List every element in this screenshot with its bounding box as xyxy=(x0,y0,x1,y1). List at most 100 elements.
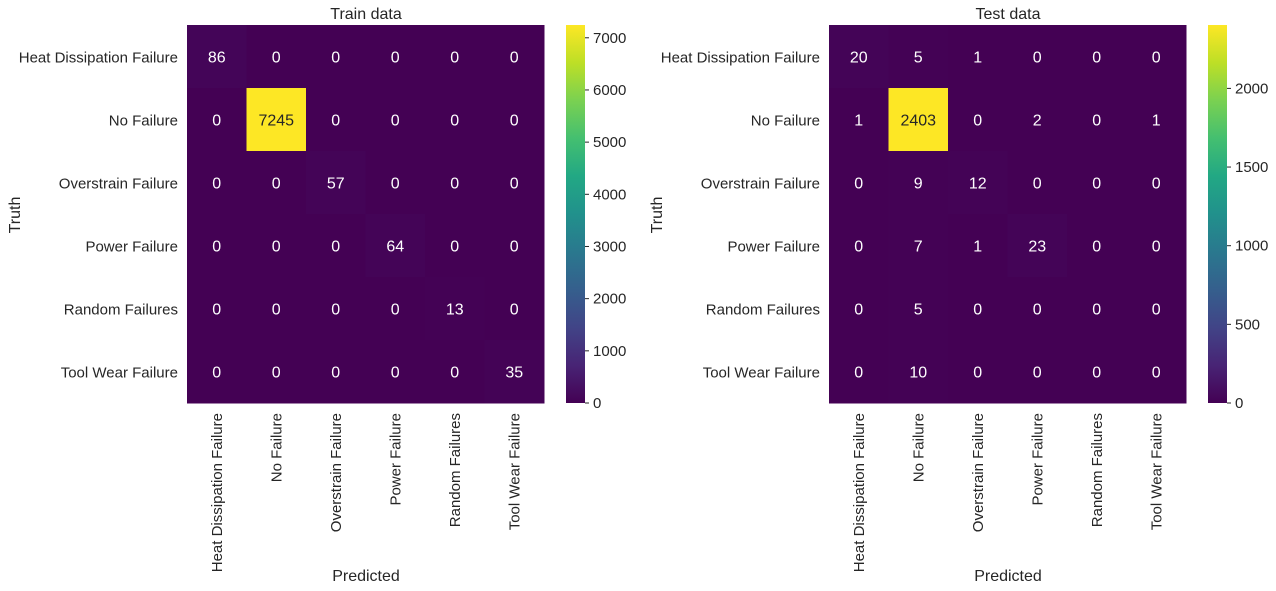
cell-value-label: 0 xyxy=(854,176,863,193)
x-tick-label: Power Failure xyxy=(387,413,404,506)
heatmap-cell xyxy=(1126,214,1187,278)
heatmap-cell xyxy=(829,214,889,278)
heatmap-cell xyxy=(365,88,426,152)
heatmap-cell xyxy=(484,214,545,278)
cell-value-label: 57 xyxy=(327,176,345,193)
heatmap-cell xyxy=(306,88,366,152)
cell-value-label: 0 xyxy=(391,302,400,319)
heatmap-cell xyxy=(1126,88,1187,152)
x-tick-label: Overstrain Failure xyxy=(328,413,345,532)
heatmap-cell xyxy=(187,277,247,341)
cell-value-label: 0 xyxy=(391,113,400,130)
y-tick-label: Tool Wear Failure xyxy=(61,365,178,382)
heatmap-cell xyxy=(1067,25,1127,89)
x-tick-label: Random Failures xyxy=(1089,413,1106,527)
cell-value-label: 0 xyxy=(391,365,400,382)
cell-value-label: 0 xyxy=(1152,365,1161,382)
heatmap-cell xyxy=(425,340,485,404)
heatmap-cell xyxy=(888,88,949,152)
y-axis-label: Truth xyxy=(7,197,24,234)
chart-title: Train data xyxy=(330,6,402,23)
heatmap-cell xyxy=(365,214,426,278)
colorbar-tick-label: 0 xyxy=(593,395,601,412)
y-tick-label: Overstrain Failure xyxy=(701,176,820,193)
heatmap-cell xyxy=(829,340,889,404)
heatmap-cell xyxy=(425,88,485,152)
x-tick-label: Random Failures xyxy=(447,413,464,527)
heatmap-cell xyxy=(948,277,1008,341)
colorbar-tick-label: 7000 xyxy=(593,30,626,47)
cell-value-label: 0 xyxy=(854,365,863,382)
heatmap-cell xyxy=(888,277,949,341)
cell-value-label: 0 xyxy=(331,365,340,382)
colorbar-tick-label: 2000 xyxy=(593,291,626,308)
heatmap-cell xyxy=(829,25,889,89)
heatmap-cell xyxy=(1007,151,1068,215)
y-tick-label: Heat Dissipation Failure xyxy=(661,50,820,67)
heatmap-cell xyxy=(948,151,1008,215)
x-tick-label: Tool Wear Failure xyxy=(506,413,523,530)
cell-value-label: 0 xyxy=(973,365,982,382)
heatmap-cell xyxy=(306,340,366,404)
colorbar-tick-label: 500 xyxy=(1235,316,1260,333)
heatmap-cell xyxy=(1126,277,1187,341)
heatmap-cell xyxy=(888,214,949,278)
heatmap-cell xyxy=(1007,340,1068,404)
y-tick-label: Overstrain Failure xyxy=(59,176,178,193)
heatmap-cell xyxy=(365,277,426,341)
heatmap-cell xyxy=(1007,277,1068,341)
cell-value-label: 0 xyxy=(1092,365,1101,382)
cell-value-label: 0 xyxy=(391,50,400,67)
heatmap-cell xyxy=(1007,25,1068,89)
y-axis-label: Truth xyxy=(649,197,666,234)
heatmap-cell xyxy=(829,151,889,215)
heatmap-cell xyxy=(365,151,426,215)
cell-value-label: 5 xyxy=(914,50,923,67)
cell-value-label: 0 xyxy=(973,113,982,130)
train-heatmap-panel: Train data Predicted Truth 86 0 0 0 0 0 0 7245 0… xyxy=(7,6,626,585)
y-tick-label: Heat Dissipation Failure xyxy=(19,50,178,67)
cell-value-label: 0 xyxy=(450,113,459,130)
cell-value-label: 0 xyxy=(450,176,459,193)
cell-value-label: 0 xyxy=(510,50,519,67)
colorbar-tick-label: 0 xyxy=(1235,395,1243,412)
heatmap-cell xyxy=(246,277,307,341)
heatmap-cell xyxy=(246,25,307,89)
cell-value-label: 0 xyxy=(1092,50,1101,67)
heatmap-cell xyxy=(484,88,545,152)
heatmap-cell xyxy=(484,25,545,89)
cell-value-label: 1 xyxy=(1152,113,1161,130)
cell-value-label: 64 xyxy=(386,239,404,256)
heatmap-cell xyxy=(246,340,307,404)
colorbar-tick-label: 3000 xyxy=(593,238,626,255)
cell-value-label: 0 xyxy=(1152,176,1161,193)
x-tick-label: No Failure xyxy=(910,413,927,482)
heatmap-cell xyxy=(829,88,889,152)
heatmap-cell xyxy=(948,214,1008,278)
cell-value-label: 2 xyxy=(1033,113,1042,130)
cell-value-label: 1 xyxy=(973,239,982,256)
heatmap-cell xyxy=(1067,88,1127,152)
cell-value-label: 0 xyxy=(450,50,459,67)
cell-value-label: 0 xyxy=(1033,365,1042,382)
heatmap-cell xyxy=(948,340,1008,404)
y-tick-label: Random Failures xyxy=(706,302,820,319)
cell-value-label: 0 xyxy=(1152,302,1161,319)
heatmap-cell xyxy=(1126,340,1187,404)
heatmap-cell xyxy=(187,88,247,152)
heatmap-cell xyxy=(484,151,545,215)
cell-value-label: 0 xyxy=(272,176,281,193)
heatmap-cell xyxy=(246,88,307,152)
cell-value-label: 0 xyxy=(331,239,340,256)
heatmap-cell xyxy=(365,340,426,404)
heatmap-cell xyxy=(425,151,485,215)
cell-value-label: 20 xyxy=(850,50,868,67)
x-axis-label: Predicted xyxy=(974,568,1042,585)
cell-value-label: 0 xyxy=(1092,113,1101,130)
heatmap-cell xyxy=(888,151,949,215)
colorbar-tick-label: 1000 xyxy=(593,343,626,360)
colorbar-tick-label: 6000 xyxy=(593,82,626,99)
heatmap-cell xyxy=(948,25,1008,89)
cell-value-label: 0 xyxy=(973,302,982,319)
heatmap-cell xyxy=(425,214,485,278)
